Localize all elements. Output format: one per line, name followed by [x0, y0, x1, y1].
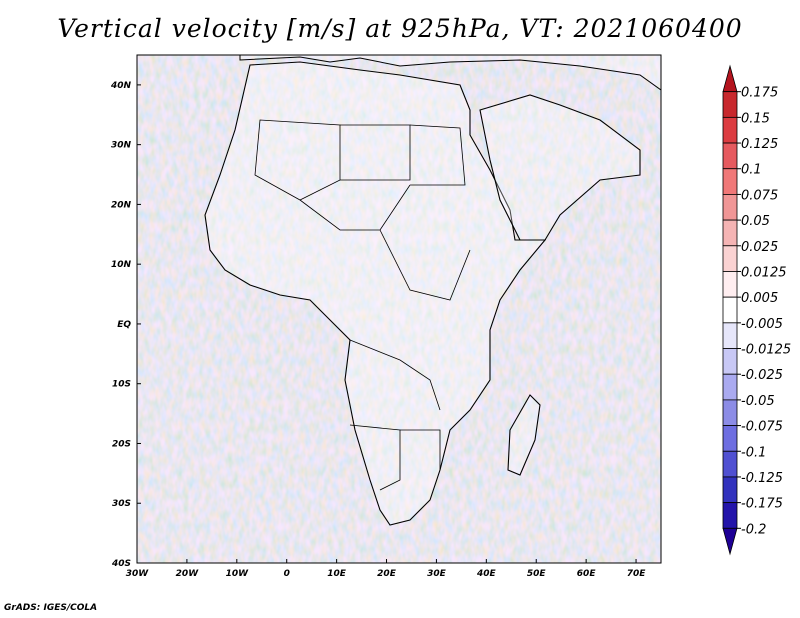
colorbar-label: -0.125	[741, 471, 783, 486]
lat-tick-label: 10S	[112, 380, 131, 390]
lon-tick-label: 40E	[476, 569, 497, 579]
colorbar-segment	[722, 168, 738, 195]
colorbar-label: -0.0125	[741, 343, 791, 358]
colorbar-segment	[722, 476, 738, 504]
land-europe	[137, 55, 661, 91]
lat-tick-label: 40N	[110, 81, 132, 91]
colorbar-segment	[722, 450, 738, 478]
lon-tick-label: 70E	[627, 569, 647, 579]
colorbar-label: 0.15	[741, 111, 770, 126]
colorbar-label: 0.075	[741, 188, 778, 203]
colorbar-label: -0.1	[741, 445, 766, 460]
map-title: Vertical velocity [m/s] at 925hPa, VT: 2…	[57, 14, 743, 43]
plot-area	[137, 55, 661, 563]
lon-tick-label: 20W	[176, 569, 200, 579]
colorbar: 0.175 0.15 0.125 0.1 0.075 0.05 0.025 0.0125 0.0…	[722, 64, 791, 556]
colorbar-segment	[722, 322, 738, 349]
colorbar-label: 0.05	[741, 214, 770, 229]
colorbar-label: -0.175	[741, 497, 783, 512]
colorbar-segment	[722, 348, 738, 375]
colorbar-segment	[722, 194, 738, 221]
colorbar-label: -0.05	[741, 394, 775, 409]
colorbar-segment	[722, 219, 738, 247]
latitude-axis: 40N 30N 20N 10N EQ 10S 20S 30S 40S	[110, 81, 141, 569]
land-arabia	[479, 94, 641, 241]
colorbar-segment	[722, 271, 738, 298]
colorbar-segment	[722, 116, 738, 144]
lon-tick-label: 0	[284, 569, 290, 579]
colorbar-label: -0.075	[741, 420, 783, 435]
lon-tick-label: 10E	[327, 569, 347, 579]
land-madagascar	[507, 394, 541, 476]
lat-tick-label: 10N	[111, 260, 132, 270]
lon-tick-label: 20E	[377, 569, 397, 579]
colorbar-segment	[722, 91, 738, 118]
colorbar-label: 0.005	[741, 291, 778, 306]
colorbar-segment	[722, 502, 738, 529]
colorbar-label: -0.005	[741, 317, 783, 332]
lat-tick-label: 20N	[111, 200, 132, 210]
colorbar-label: 0.1	[741, 163, 762, 178]
colorbar-label: 0.125	[741, 137, 778, 152]
colorbar-label: 0.0125	[741, 265, 787, 280]
colorbar-segment	[722, 373, 738, 401]
lat-tick-label: 30S	[112, 499, 131, 509]
lon-tick-label: 50E	[527, 569, 547, 579]
colorbar-segment	[722, 245, 738, 272]
colorbar-arrow-bottom	[722, 527, 738, 556]
lat-tick-label: 20S	[112, 439, 131, 449]
colorbar-segment	[722, 142, 738, 170]
lon-tick-label: 30W	[126, 569, 150, 579]
velocity-field-texture	[137, 55, 661, 563]
colorbar-arrow-top	[722, 64, 738, 93]
colorbar-segment	[722, 296, 738, 324]
credit-label: GrADS: IGES/COLA	[4, 603, 98, 613]
colorbar-label: -0.025	[741, 368, 783, 383]
land-africa	[204, 61, 547, 526]
country-borders	[254, 119, 471, 491]
colorbar-segment	[722, 425, 738, 452]
lat-tick-label: 30N	[111, 141, 132, 151]
lon-tick-label: 10W	[226, 569, 250, 579]
lon-tick-label: 30E	[427, 569, 447, 579]
longitude-axis: 30W 20W 10W 0 10E 20E 30E 40E 50E 60E 70E	[126, 559, 646, 579]
colorbar-label: 0.175	[741, 86, 778, 101]
lon-tick-label: 60E	[577, 569, 597, 579]
colorbar-segment	[722, 399, 738, 426]
colorbar-label: -0.2	[741, 522, 766, 537]
colorbar-label: 0.025	[741, 240, 778, 255]
plot-frame	[136, 54, 662, 564]
lat-tick-label: EQ	[117, 320, 131, 330]
lat-tick-label: 40S	[111, 559, 131, 569]
